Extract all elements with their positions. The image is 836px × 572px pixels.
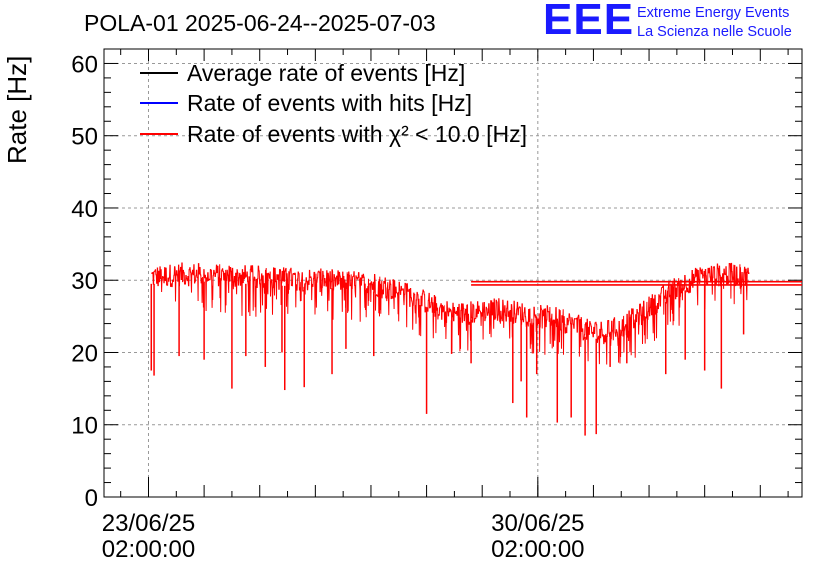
legend-label: Average rate of events [Hz] [187,60,465,86]
logo-line-1: Extreme Energy Events [637,5,790,21]
y-tick-label: 30 [71,268,98,295]
eee-logo-caption: Extreme Energy Events La Scienza nelle S… [637,4,792,42]
x-tick-label-time: 02:00:00 [491,536,584,563]
logo-line-2: La Scienza nelle Scuole [637,24,792,40]
y-tick-label: 0 [85,485,98,512]
legend-label: Rate of events with χ² < 10.0 [Hz] [187,121,527,147]
eee-logo: EEE [543,0,635,44]
plot-frame [103,48,803,498]
y-tick-label: 50 [71,124,98,151]
x-tick-label-date: 23/06/25 [102,510,195,537]
y-tick-label: 40 [71,196,98,223]
y-axis-label: Rate [Hz] [2,55,32,164]
x-tick-label-date: 30/06/25 [491,510,584,537]
legend-label: Rate of events with hits [Hz] [187,90,472,116]
y-tick-label: 60 [71,51,98,78]
y-tick-label: 10 [71,413,98,440]
y-tick-label: 20 [71,340,98,367]
x-tick-label-time: 02:00:00 [102,536,195,563]
chart-title: POLA-01 2025-06-24--2025-07-03 [84,10,436,36]
series-line-chi2 [151,262,750,365]
